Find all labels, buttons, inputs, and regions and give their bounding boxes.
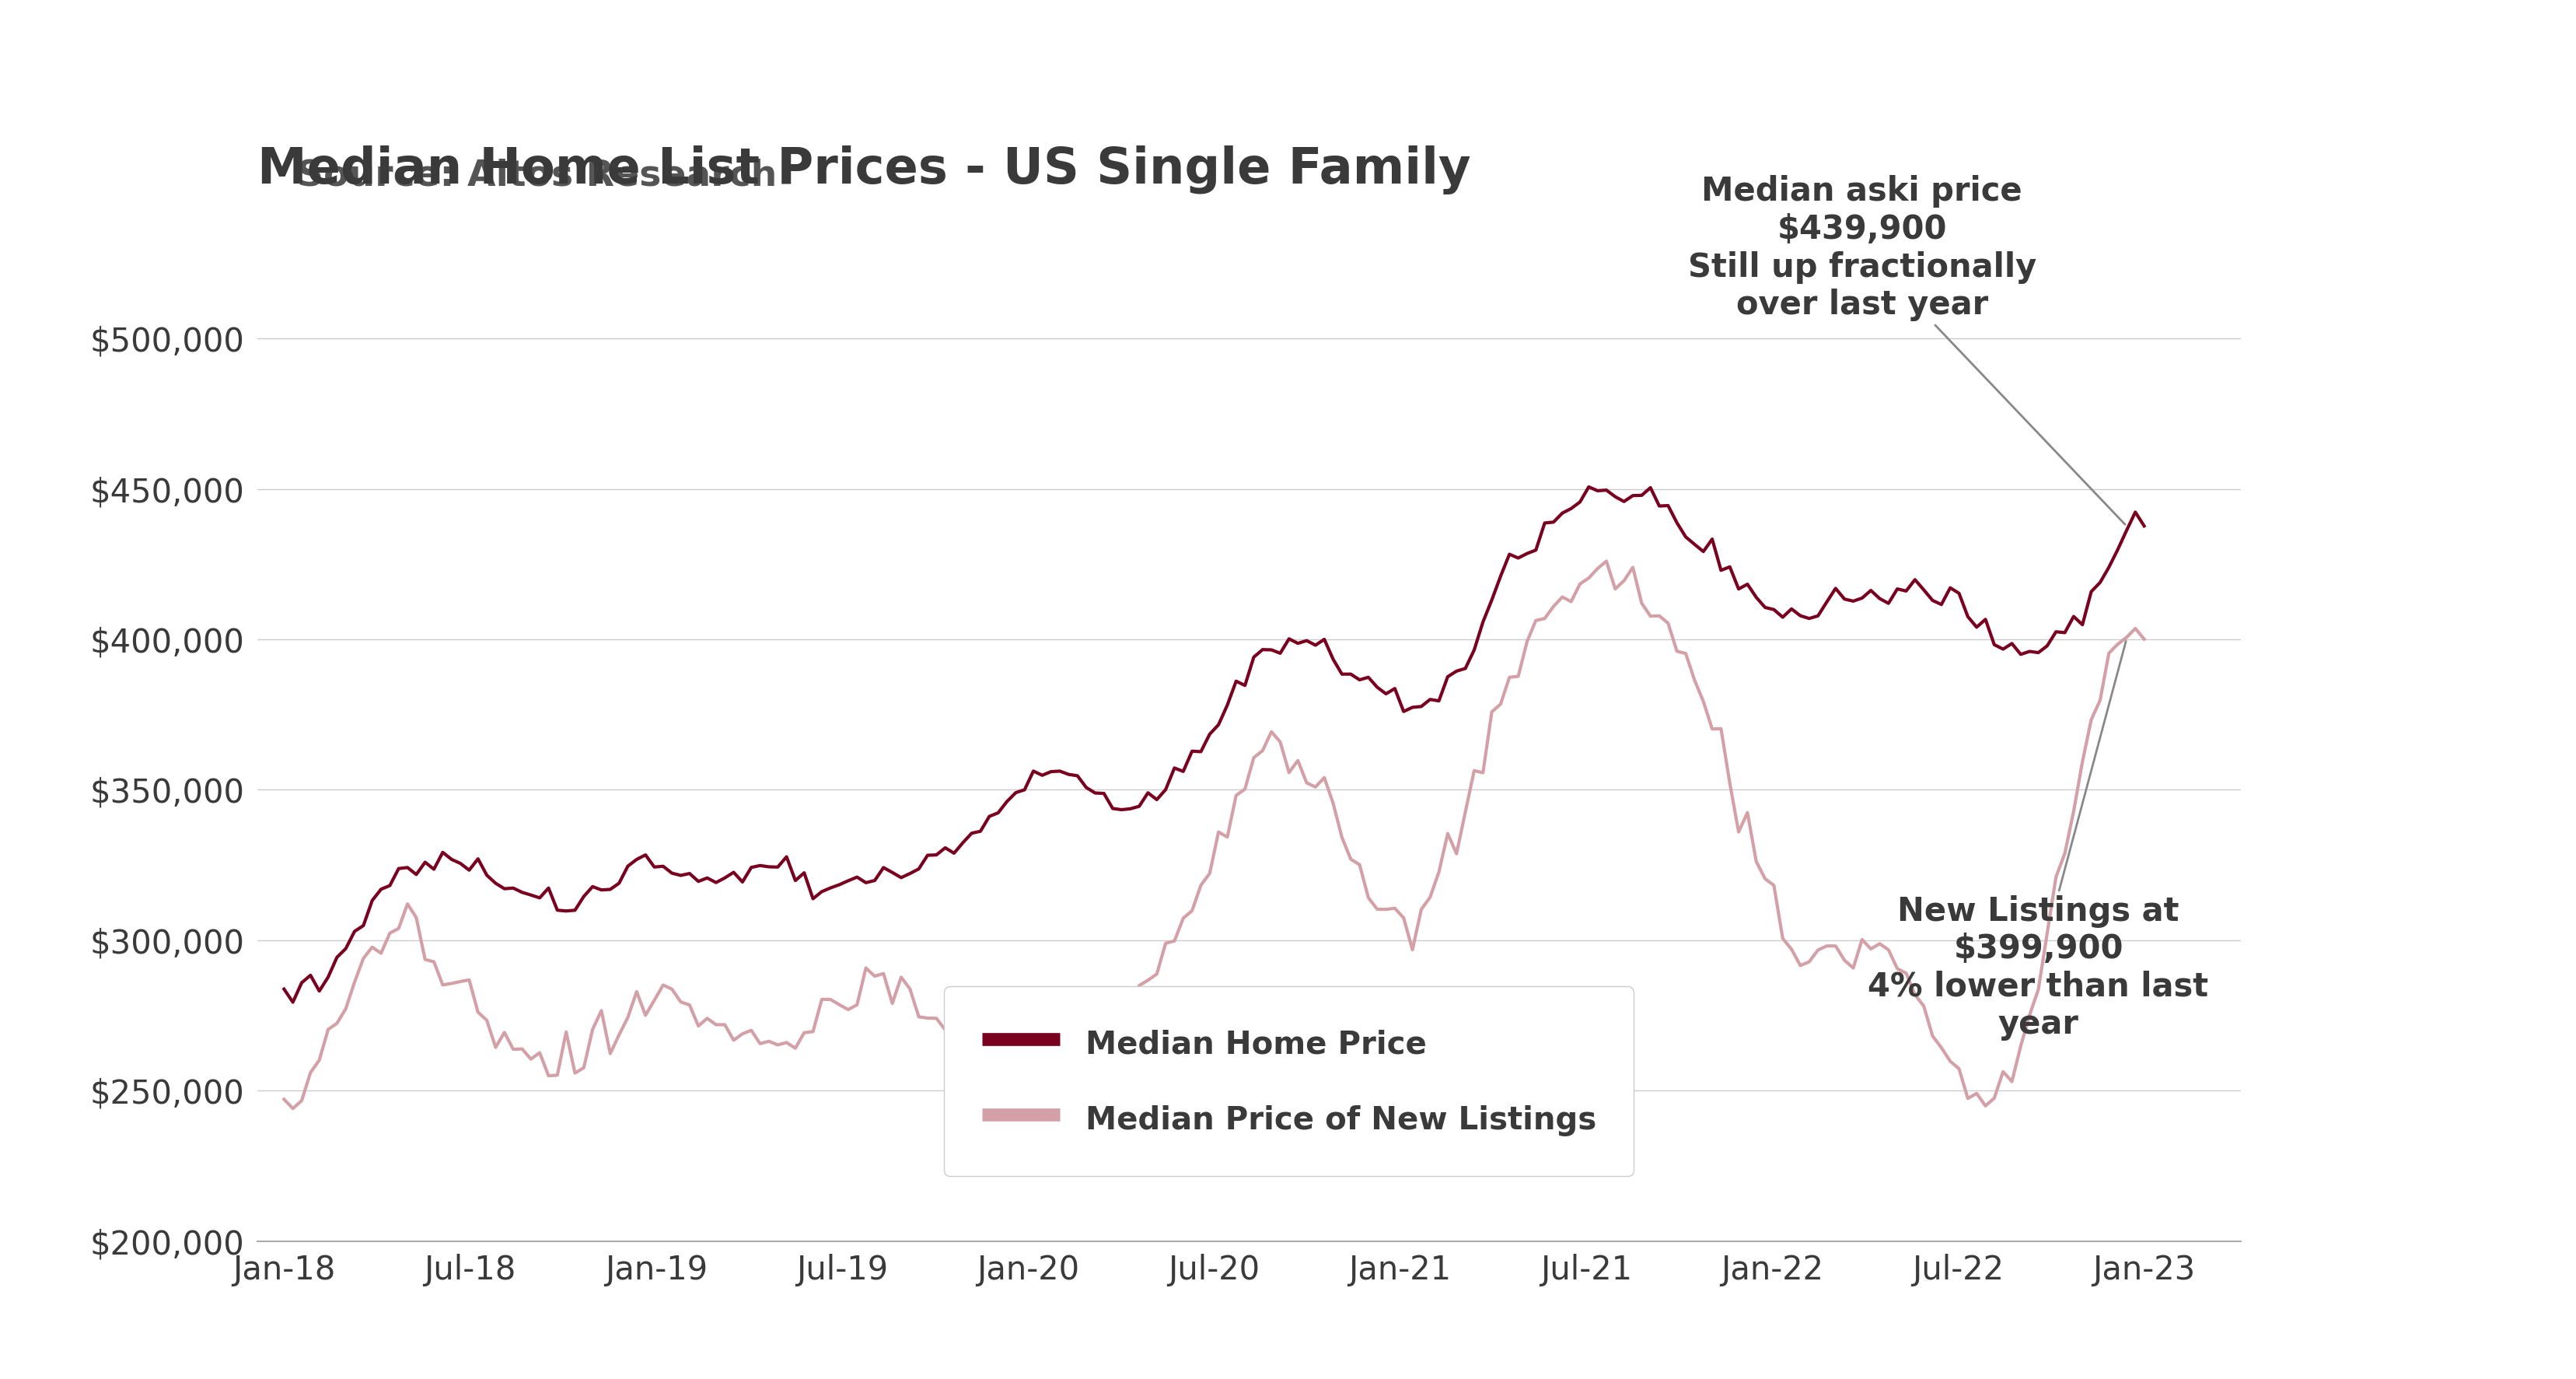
Legend: Median Home Price, Median Price of New Listings: Median Home Price, Median Price of New L… xyxy=(945,986,1633,1176)
Text: Median aski price
$439,900
Still up fractionally
over last year: Median aski price $439,900 Still up frac… xyxy=(1687,175,2125,524)
Text: Source: Altos Research: Source: Altos Research xyxy=(296,159,778,193)
Text: Median Home List Prices - US Single Family: Median Home List Prices - US Single Fami… xyxy=(258,145,1471,194)
Text: New Listings at
$399,900
4% lower than last
year: New Listings at $399,900 4% lower than l… xyxy=(1868,641,2208,1041)
